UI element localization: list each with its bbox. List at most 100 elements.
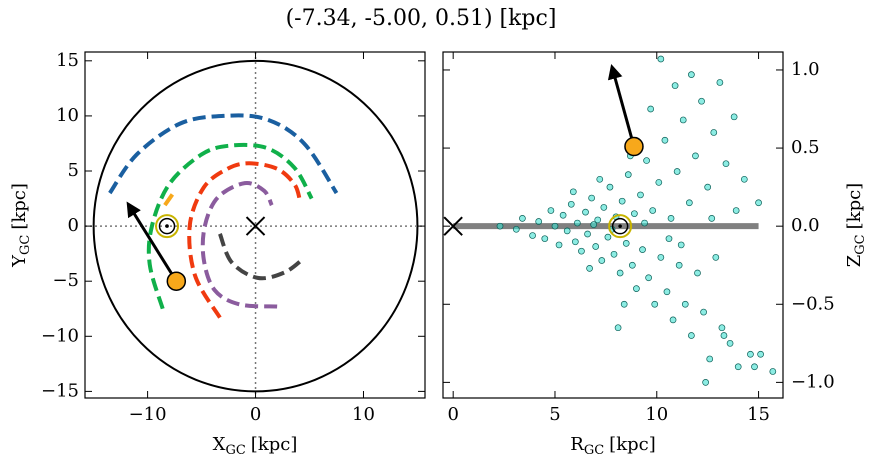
scatter-point	[673, 168, 681, 175]
scatter-point	[657, 254, 665, 261]
scatter-point	[547, 207, 555, 214]
arm-line	[200, 180, 278, 309]
axis-label-sub: GC	[853, 234, 868, 254]
sun-marker	[618, 224, 622, 228]
scatter-point	[606, 183, 614, 191]
scatter-point	[633, 285, 640, 293]
scatter-point	[669, 316, 677, 324]
scatter-point	[529, 232, 536, 239]
scatter-point	[631, 210, 638, 218]
x-tick-label: −10	[129, 404, 167, 425]
scatter-point	[722, 160, 730, 168]
scatter-point	[681, 300, 689, 308]
x-tick-label: 10	[352, 404, 375, 425]
scatter-point	[685, 199, 693, 207]
scatter-point	[574, 219, 581, 227]
scatter-point	[645, 274, 652, 282]
x-tick-label: 10	[645, 404, 668, 425]
sun-marker	[158, 217, 176, 235]
scatter-point	[616, 269, 624, 277]
scatter-point	[688, 71, 695, 79]
axis-label-unit: [kpc]	[251, 434, 298, 455]
axis-label-sub: GC	[584, 443, 604, 458]
scatter-point	[675, 261, 683, 269]
scatter-point	[569, 188, 577, 196]
scatter-point	[535, 218, 543, 225]
scatter-point	[592, 243, 600, 250]
axis-label-main: Z	[844, 255, 865, 268]
scatter-point	[655, 179, 663, 186]
sun-marker	[155, 214, 180, 239]
y-tick-label: 0	[68, 215, 79, 236]
scatter-point	[667, 215, 675, 222]
scatter-point	[732, 207, 740, 214]
scatter-point	[614, 324, 622, 332]
axis-label-unit: [kpc]	[609, 434, 656, 455]
scatter-point	[584, 230, 591, 238]
target-marker	[624, 136, 644, 157]
scatter-point	[671, 82, 679, 89]
scatter-point	[519, 215, 526, 222]
scatter-point	[594, 216, 602, 224]
scatter-point	[677, 241, 685, 249]
scatter-point	[649, 207, 657, 214]
scatter-point	[708, 215, 716, 222]
x-tick-label: 5	[549, 404, 560, 425]
arm-line	[108, 113, 339, 195]
y-tick-label: 10	[56, 105, 79, 126]
scatter-point	[582, 208, 589, 216]
scatter-point	[622, 240, 630, 247]
y-tick-label: 5	[68, 160, 79, 181]
axis-label-main: X	[213, 434, 226, 455]
scatter-point	[586, 264, 593, 272]
arm-line	[146, 142, 314, 310]
scatter-point	[567, 200, 575, 208]
scatter-point	[588, 194, 595, 202]
scatter-point	[716, 79, 724, 86]
scatter-point	[704, 183, 712, 191]
arm-line	[218, 233, 306, 281]
scatter-point	[698, 97, 705, 105]
y-tick-label: 0.5	[791, 137, 820, 158]
chart-title: (-7.34, -5.00, 0.51) [kpc]	[286, 6, 557, 31]
scatter-point	[730, 113, 738, 121]
y-tick-label: −15	[41, 380, 79, 401]
scatter-point	[751, 363, 758, 371]
plot-area	[85, 52, 425, 398]
scatter-point	[620, 300, 628, 308]
scatter-point	[679, 116, 687, 124]
scatter-point	[734, 363, 742, 371]
scatter-point	[747, 350, 754, 358]
axis-label: ZGC [kpc]	[844, 183, 868, 267]
scatter-point	[555, 241, 563, 249]
scatter-point	[688, 332, 695, 339]
y-tick-label: 15	[56, 50, 79, 71]
scatter-point	[559, 211, 567, 219]
scatter-point	[628, 261, 636, 269]
scatter-point	[578, 247, 585, 255]
x-tick-label: 15	[747, 404, 770, 425]
velocity-arrow	[126, 201, 178, 282]
scatter-point	[496, 222, 504, 230]
y-tick-label: −5	[52, 270, 79, 291]
scatter-point	[647, 105, 655, 113]
axis-label-unit: [kpc]	[9, 183, 30, 230]
y-tick-label: −10	[41, 325, 79, 346]
scatter-point	[512, 225, 520, 233]
scatter-point	[661, 136, 669, 144]
axes-frame	[84, 51, 426, 399]
scatter-point	[551, 222, 559, 230]
scatter-point	[740, 175, 748, 183]
arm-line	[187, 161, 302, 319]
sun-marker	[165, 224, 169, 228]
axis-label: XGC [kpc]	[213, 434, 298, 458]
scatter-point	[769, 368, 777, 375]
axis-label-main: R	[570, 434, 584, 455]
scatter-point	[639, 246, 646, 253]
scatter-point	[610, 250, 618, 258]
velocity-arrow	[607, 63, 636, 147]
scatter-point	[571, 238, 579, 246]
y-tick-label: 1.0	[791, 59, 820, 80]
target-marker	[166, 271, 187, 291]
